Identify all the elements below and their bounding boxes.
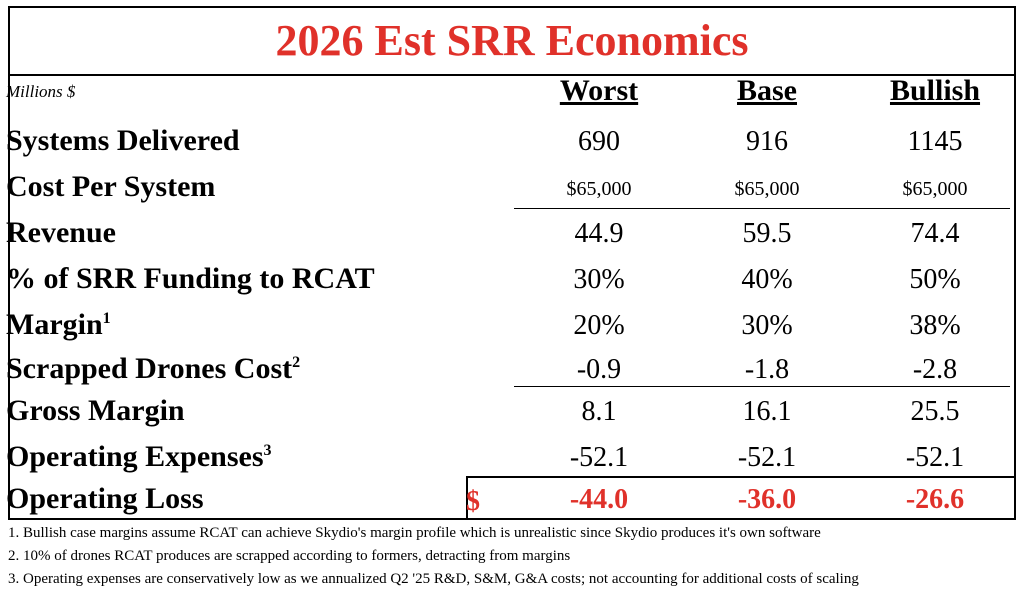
cell-systems-base: 916: [746, 126, 788, 157]
divider-gross-margin: [514, 386, 1010, 387]
cell-opex-worst: -52.1: [569, 442, 629, 473]
cell-cost-base: $65,000: [734, 178, 800, 200]
cell-cost-bullish: $65,000: [902, 178, 968, 200]
operating-loss-box-edge: [466, 476, 468, 520]
footnote-ref-2: 2: [292, 354, 301, 371]
footnote-1: 1. Bullish case margins assume RCAT can …: [8, 525, 821, 541]
cell-revenue-worst: 44.9: [574, 218, 624, 249]
row-label-gross-margin: Gross Margin: [6, 394, 185, 427]
cell-scrapped-bullish: -2.8: [912, 354, 958, 385]
row-label-scrapped-drones: Scrapped Drones Cost2: [6, 352, 301, 385]
row-label-systems-delivered: Systems Delivered: [6, 124, 240, 157]
cell-funding-bullish: 50%: [909, 264, 961, 295]
units-label: Millions $: [6, 82, 76, 101]
cell-revenue-base: 59.5: [742, 218, 792, 249]
column-header-bullish: Bullish: [889, 74, 981, 107]
column-header-worst: Worst: [559, 74, 639, 107]
footnote-ref-1: 1: [102, 310, 111, 327]
row-label-margin: Margin1: [6, 308, 111, 341]
cell-loss-bullish: -26.6: [905, 484, 965, 515]
cell-gross-bullish: 25.5: [910, 396, 960, 427]
cell-scrapped-worst: -0.9: [576, 354, 622, 385]
row-label-operating-loss: Operating Loss: [6, 482, 204, 515]
cell-scrapped-base: -1.8: [744, 354, 790, 385]
cell-margin-worst: 20%: [573, 310, 625, 341]
title-bar: 2026 Est SRR Economics: [10, 8, 1014, 76]
cell-gross-worst: 8.1: [581, 396, 617, 427]
cell-loss-worst: -44.0: [569, 484, 629, 515]
cell-systems-bullish: 1145: [907, 126, 963, 157]
page-title: 2026 Est SRR Economics: [275, 16, 749, 65]
divider-operating-loss: [466, 476, 1016, 478]
currency-symbol: $: [466, 486, 480, 517]
cell-opex-bullish: -52.1: [905, 442, 965, 473]
cell-margin-base: 30%: [741, 310, 793, 341]
row-label-revenue: Revenue: [6, 216, 116, 249]
cell-funding-worst: 30%: [573, 264, 625, 295]
column-header-base: Base: [737, 74, 797, 107]
footnote-ref-3: 3: [263, 442, 272, 459]
footnote-2: 2. 10% of drones RCAT produces are scrap…: [8, 548, 571, 564]
cell-margin-bullish: 38%: [909, 310, 961, 341]
cell-funding-base: 40%: [741, 264, 793, 295]
economics-table: 2026 Est SRR Economics: [8, 6, 1016, 520]
cell-systems-worst: 690: [578, 126, 620, 157]
cell-gross-base: 16.1: [742, 396, 792, 427]
cell-revenue-bullish: 74.4: [910, 218, 960, 249]
row-label-srr-funding: % of SRR Funding to RCAT: [6, 262, 375, 295]
cell-opex-base: -52.1: [737, 442, 797, 473]
cell-loss-base: -36.0: [737, 484, 797, 515]
footnote-3: 3. Operating expenses are conservatively…: [8, 571, 859, 587]
row-label-operating-expenses: Operating Expenses3: [6, 440, 272, 473]
row-label-cost-per-system: Cost Per System: [6, 170, 216, 203]
divider-revenue: [514, 208, 1010, 209]
cell-cost-worst: $65,000: [566, 178, 632, 200]
